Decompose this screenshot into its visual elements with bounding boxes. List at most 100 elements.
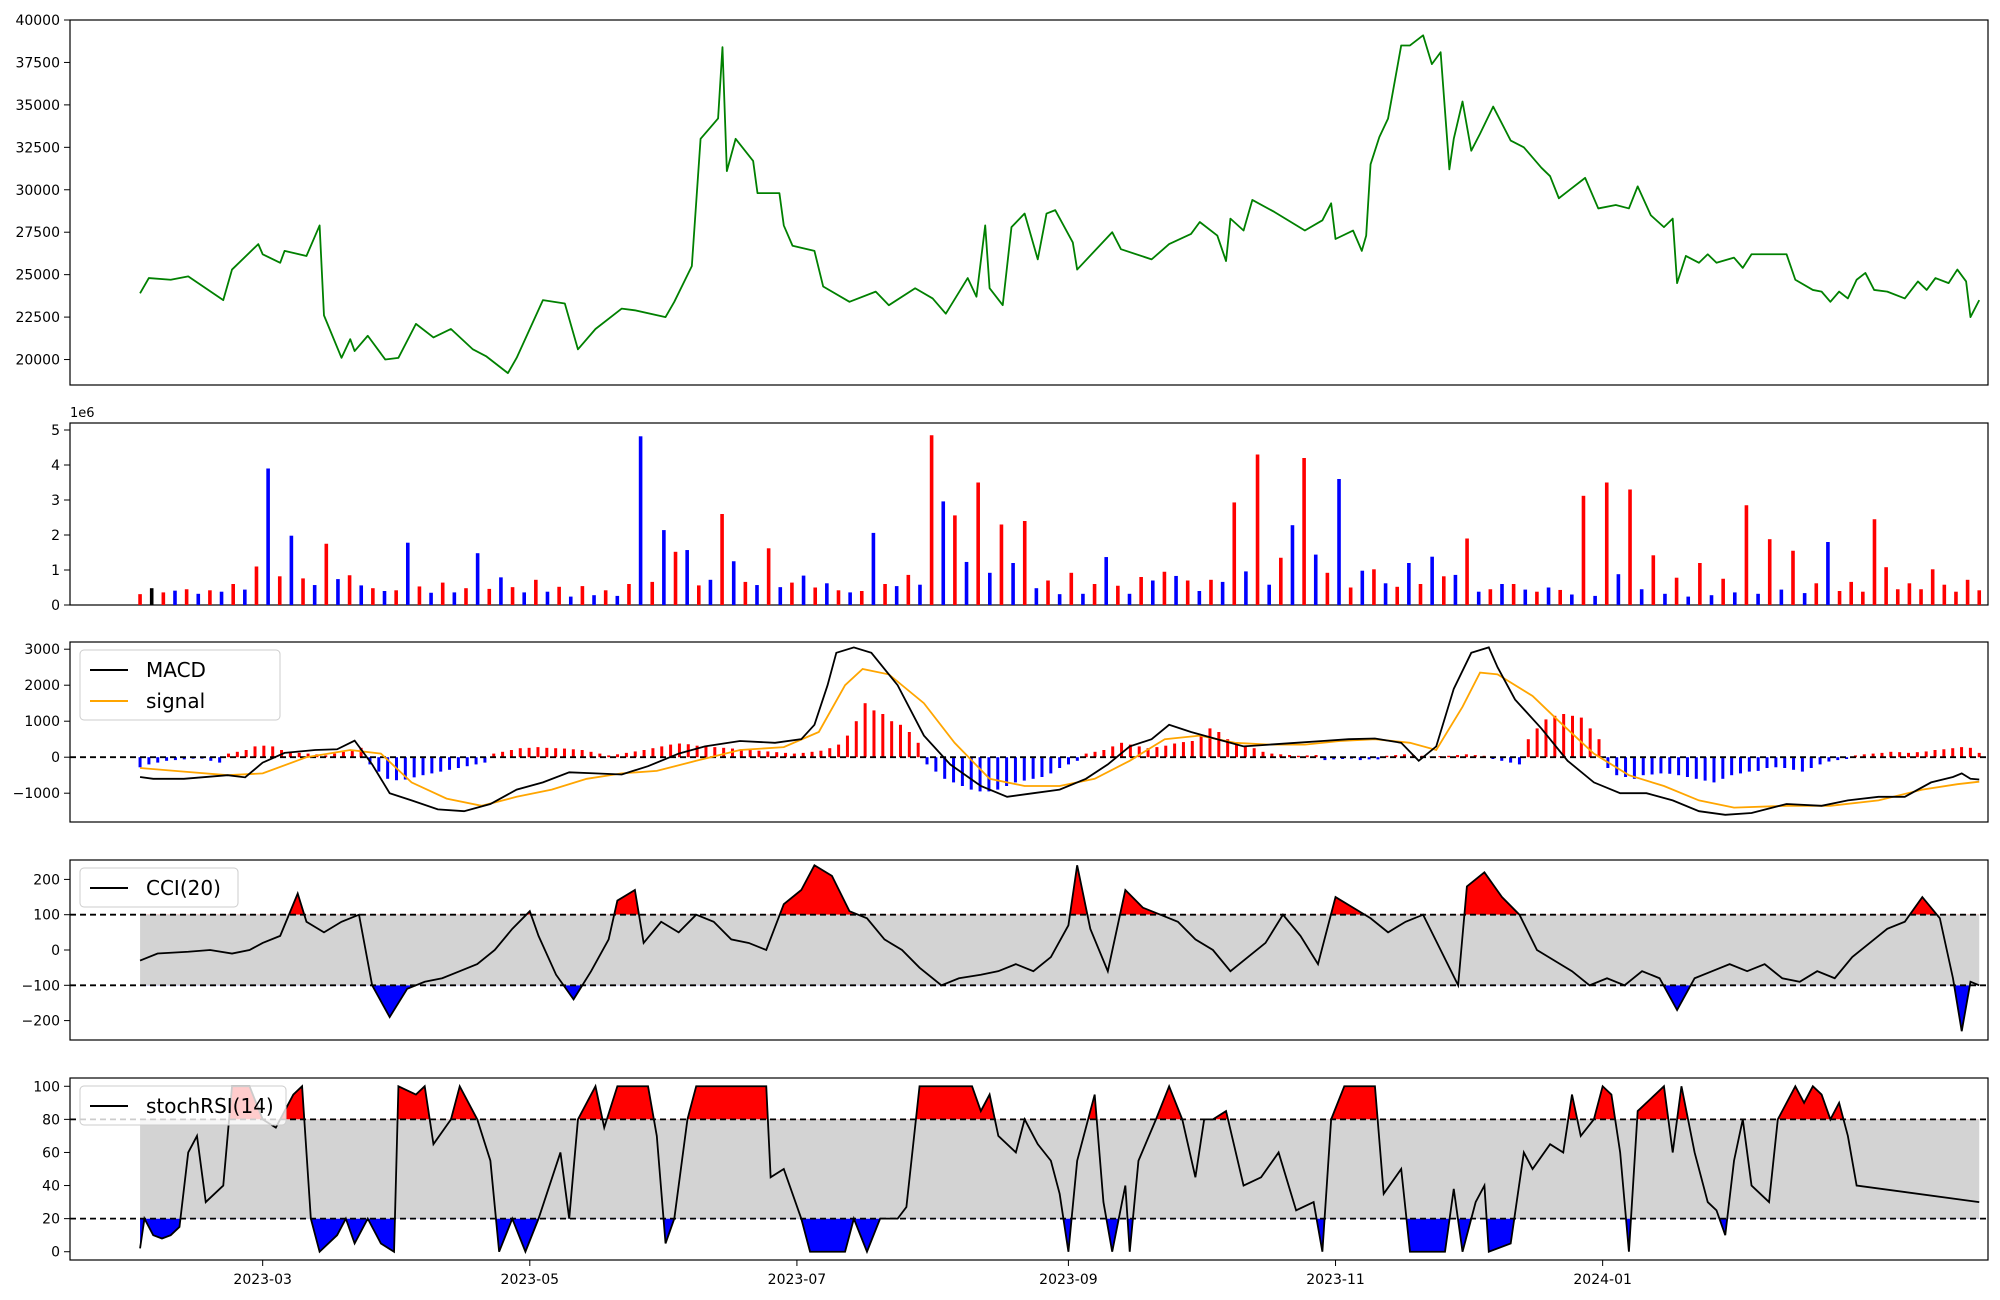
macd-histogram-bar — [209, 757, 213, 761]
macd-histogram-bar — [757, 750, 761, 758]
volume-bar — [1756, 593, 1760, 605]
macd-histogram-bar — [1305, 755, 1309, 758]
volume-bar — [1034, 588, 1039, 605]
volume-bar — [161, 592, 166, 605]
macd-histogram-bar — [288, 751, 292, 758]
macd-histogram-bar — [1774, 757, 1778, 768]
volume-bar — [953, 515, 957, 605]
macd-histogram-bar — [739, 749, 743, 758]
volume-scale-label: 1e6 — [70, 406, 95, 421]
macd-histogram-bar — [509, 750, 513, 758]
macd-histogram-bar — [730, 748, 734, 758]
macd-histogram-bar — [1509, 757, 1513, 763]
macd-legend — [79, 649, 281, 721]
volume-bar — [580, 586, 585, 605]
macd-histogram-bar — [1013, 757, 1017, 783]
volume-bar — [871, 532, 876, 605]
macd-histogram-bar — [359, 747, 363, 758]
price-ytick-label: 27500 — [15, 225, 60, 241]
macd-histogram-bar — [1677, 757, 1681, 776]
macd-histogram-bar — [1907, 752, 1910, 758]
macd-histogram-bar — [386, 757, 390, 779]
volume-bar — [1372, 569, 1376, 605]
macd-histogram-bar — [226, 753, 230, 758]
volume-bar — [1698, 563, 1702, 605]
volume-bar — [522, 592, 526, 605]
volume-bar — [1884, 567, 1888, 605]
macd-ytick-label: −1000 — [13, 786, 60, 802]
macd-histogram-bar — [669, 744, 673, 758]
macd-histogram-bar — [1924, 751, 1928, 758]
volume-bar — [755, 585, 759, 605]
macd-histogram-bar — [465, 757, 469, 767]
macd-histogram-bar — [1756, 757, 1760, 771]
macd-histogram-bar — [1889, 751, 1893, 758]
stochrsi-legend — [79, 1085, 287, 1126]
macd-histogram-bar — [916, 742, 920, 758]
x-tick-label: 2023-09 — [1039, 1272, 1098, 1288]
x-tick-label: 2023-11 — [1306, 1272, 1365, 1288]
macd-histogram-bar — [1270, 753, 1274, 758]
macd-histogram-bar — [1942, 749, 1946, 758]
macd-histogram-bar — [1323, 757, 1327, 761]
macd-histogram-bar — [1792, 757, 1796, 770]
volume-bar — [673, 551, 678, 605]
volume-ytick-label: 3 — [51, 493, 60, 509]
volume-bar — [1395, 586, 1400, 605]
macd-histogram-bar — [147, 757, 151, 765]
macd-histogram-bar — [713, 747, 717, 758]
volume-bar — [1919, 589, 1923, 605]
macd-histogram-bar — [1181, 742, 1185, 758]
macd-histogram-bar — [1535, 728, 1539, 758]
macd-histogram-bar — [271, 746, 275, 758]
volume-bar — [1709, 595, 1714, 605]
volume-bar — [1907, 583, 1912, 605]
volume-bar — [603, 590, 608, 605]
macd-histogram-bar — [828, 748, 832, 758]
volume-bar — [405, 542, 410, 605]
macd-histogram-bar — [819, 750, 823, 758]
macd-histogram-bar — [1880, 752, 1884, 758]
volume-bar — [475, 553, 480, 605]
macd-histogram-bar — [925, 757, 929, 765]
macd-histogram-bar — [854, 721, 858, 758]
macd-histogram-bar — [1579, 717, 1583, 758]
volume-bar — [790, 582, 794, 605]
macd-histogram-bar — [1783, 757, 1787, 768]
macd-histogram-bar — [1031, 757, 1035, 779]
volume-bar — [510, 587, 515, 605]
volume-bar — [1895, 589, 1900, 605]
macd-histogram-bar — [633, 751, 637, 758]
volume-bar — [1081, 593, 1085, 605]
volume-bar — [592, 595, 596, 605]
volume-bar — [1814, 583, 1819, 605]
volume-bar — [1732, 592, 1737, 605]
stochrsi-legend-label: stochRSI(14) — [146, 1094, 274, 1118]
macd-histogram-bar — [1367, 757, 1371, 760]
macd-histogram-bar — [1960, 747, 1964, 758]
stochrsi-line — [139, 1083, 1980, 1255]
volume-bar — [1686, 596, 1691, 605]
volume-bar — [499, 577, 503, 605]
macd-histogram-bar — [1951, 748, 1955, 758]
macd-histogram-bar — [1093, 751, 1097, 758]
macd-histogram-bar — [1403, 754, 1406, 758]
macd-histogram-bar — [492, 753, 496, 758]
price-ytick-label: 35000 — [15, 98, 60, 114]
macd-histogram-bar — [960, 757, 964, 786]
macd-histogram-bar — [1217, 732, 1221, 758]
volume-bar — [720, 514, 724, 605]
volume-bar — [312, 585, 317, 605]
volume-bar — [1535, 591, 1539, 605]
macd-histogram-bar — [421, 757, 425, 776]
volume-bar — [1104, 557, 1109, 605]
macd-histogram-bar — [545, 747, 549, 758]
volume-bar — [1313, 554, 1318, 605]
volume-bar — [301, 578, 305, 605]
volume-bar — [1546, 587, 1551, 605]
volume-bar — [825, 583, 829, 605]
volume-bar — [347, 575, 352, 605]
volume-bar — [1022, 521, 1027, 605]
macd-histogram-bar — [173, 757, 177, 761]
volume-bar — [1942, 584, 1947, 605]
